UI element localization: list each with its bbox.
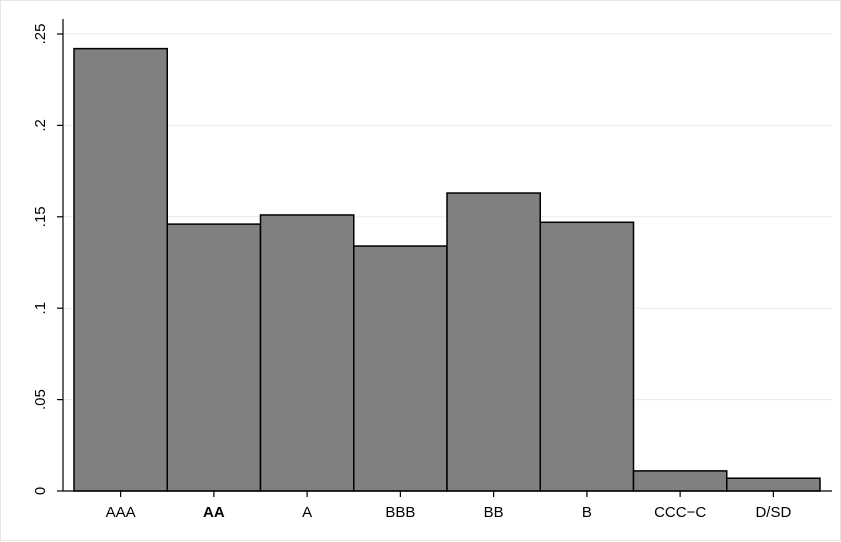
bar-ccc-c	[632, 470, 728, 492]
x-tick-label: B	[582, 504, 592, 521]
bar-a	[259, 214, 355, 492]
y-tick-label: .25	[32, 24, 49, 45]
bar-bb	[446, 192, 541, 492]
x-tick-label: BB	[484, 504, 504, 521]
y-tick-label: .2	[32, 119, 49, 132]
bar-aaa	[73, 47, 168, 492]
y-axis-ticks: 0 .05 .1 .15 .2 .25	[32, 24, 63, 495]
x-tick-label: A	[302, 504, 312, 521]
x-tick-label: D/SD	[755, 504, 791, 521]
x-tick-label: CCC−C	[654, 504, 706, 521]
y-tick-label: .05	[32, 389, 49, 410]
x-tick-label: BBB	[385, 504, 415, 521]
bar-d-sd	[726, 477, 821, 492]
bars	[73, 47, 821, 492]
x-axis-ticks: AAA AA A BBB BB B CCC−C D/SD	[106, 491, 791, 521]
axes	[62, 19, 832, 492]
x-tick-label: AAA	[106, 504, 136, 521]
y-tick-label: 0	[32, 487, 49, 495]
y-tick-label: .1	[32, 302, 49, 315]
bar-bbb	[353, 245, 448, 492]
bar-aa	[166, 223, 262, 492]
bar-b	[539, 221, 635, 492]
y-tick-label: .15	[32, 206, 49, 227]
x-tick-label: AA	[203, 504, 225, 521]
